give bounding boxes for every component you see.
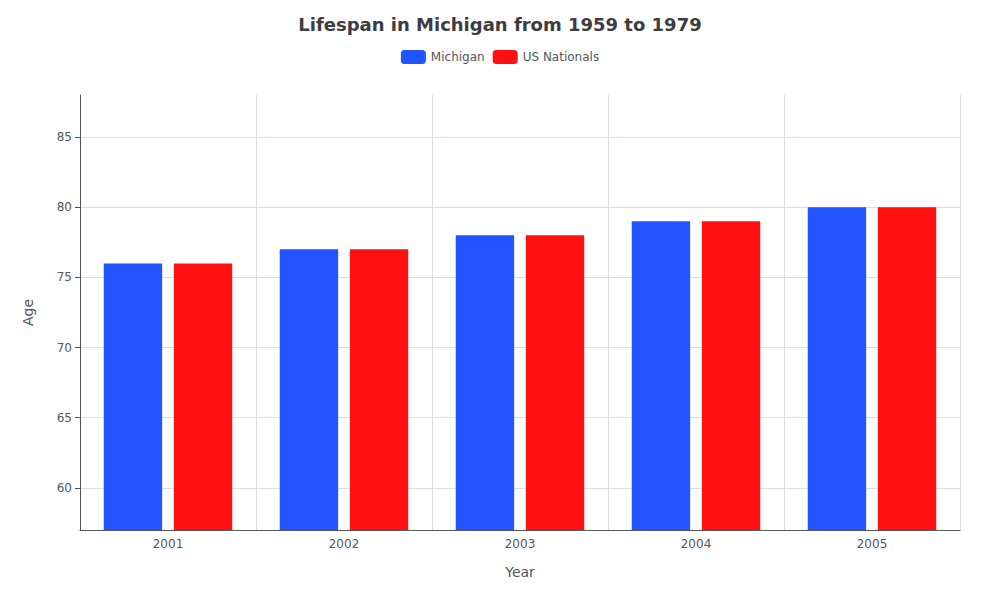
svg-text:65: 65 [57, 411, 72, 425]
svg-text:2001: 2001 [153, 537, 184, 551]
svg-text:2002: 2002 [329, 537, 360, 551]
svg-text:Year: Year [504, 564, 535, 580]
svg-text:2004: 2004 [681, 537, 712, 551]
svg-text:Age: Age [20, 299, 36, 326]
svg-text:80: 80 [57, 200, 72, 214]
svg-text:2005: 2005 [857, 537, 888, 551]
svg-text:60: 60 [57, 481, 72, 495]
svg-text:Michigan: Michigan [431, 50, 485, 64]
svg-text:85: 85 [57, 130, 72, 144]
svg-text:US Nationals: US Nationals [523, 50, 599, 64]
svg-text:75: 75 [57, 270, 72, 284]
svg-text:Lifespan in Michigan from 1959: Lifespan in Michigan from 1959 to 1979 [298, 14, 701, 35]
svg-text:2003: 2003 [505, 537, 536, 551]
svg-text:70: 70 [57, 341, 72, 355]
